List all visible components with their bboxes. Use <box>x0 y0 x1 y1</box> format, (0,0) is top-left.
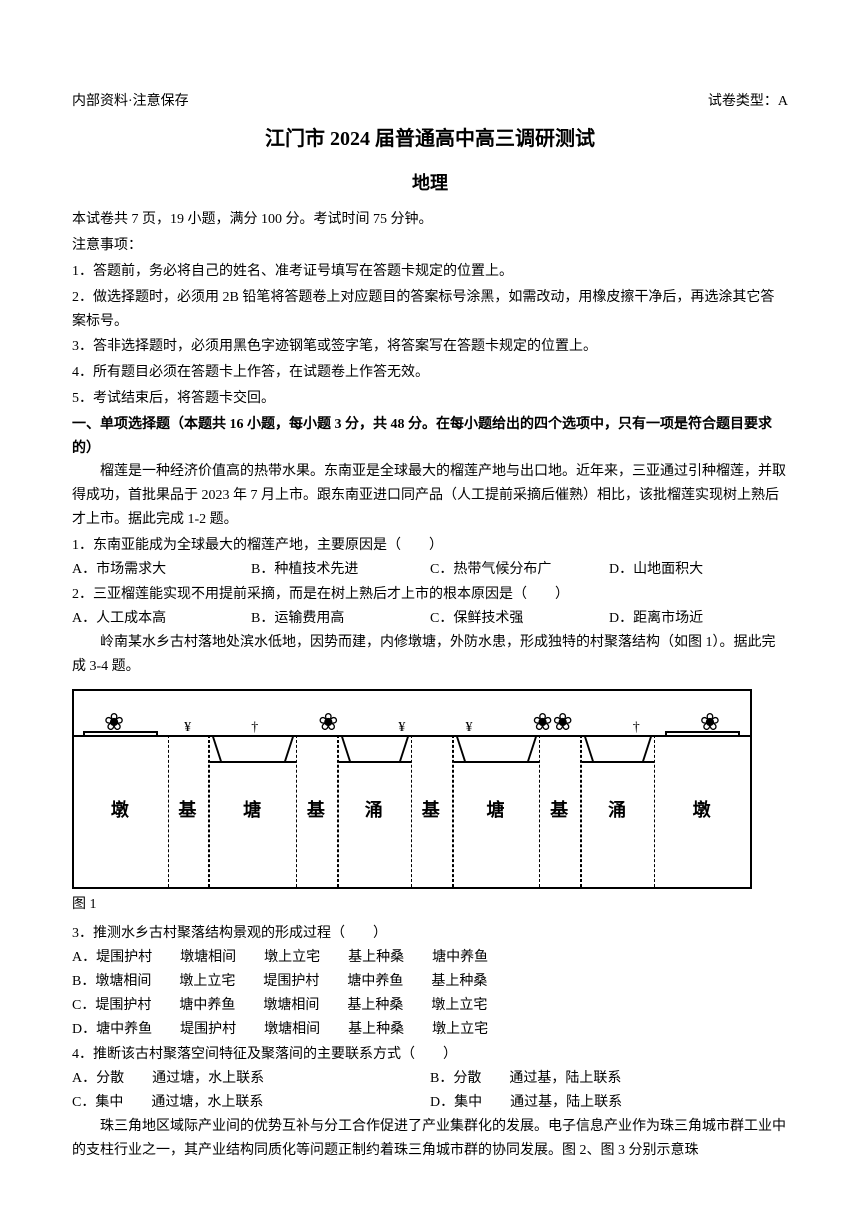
seg-label: 塘 <box>486 795 506 826</box>
seg-label: 涌 <box>608 795 628 826</box>
q1-opt-b: B．种植技术先进 <box>251 558 430 582</box>
q2-opt-a: A．人工成本高 <box>72 607 251 631</box>
tree-icon: ❀ <box>318 711 338 735</box>
q3-opt-d: D．塘中养鱼 堤围护村 墩塘相间 基上种桑 墩上立宅 <box>72 1018 788 1042</box>
q4-stem: 4．推断该古村聚落空间特征及聚落间的主要联系方式（ ） <box>72 1043 788 1067</box>
plant-icon: † <box>251 721 258 735</box>
header-right: 试卷类型：A <box>708 90 788 114</box>
q1-options: A．市场需求大 B．种植技术先进 C．热带气候分布广 D．山地面积大 <box>72 558 788 582</box>
q2-opt-d: D．距离市场近 <box>609 607 788 631</box>
passage-2: 岭南某水乡古村落地处滨水低地，因势而建，内修墩塘，外防水患，形成独特的村聚落结构… <box>72 631 788 679</box>
passage-1: 榴莲是一种经济价值高的热带水果。东南亚是全球最大的榴莲产地与出口地。近年来，三亚… <box>72 460 788 531</box>
tree-row: ❀ ¥ † ❀ ¥ ¥ ❀❀ † ❀ <box>74 691 750 735</box>
seg-label: 基 <box>307 795 327 826</box>
notice-label: 注意事项： <box>72 234 788 258</box>
q1-opt-a: A．市场需求大 <box>72 558 251 582</box>
notice-2: 2．做选择题时，必须用 2B 铅笔将答题卷上对应题目的答案标号涂黑，如需改动，用… <box>72 286 788 334</box>
q1-opt-c: C．热带气候分布广 <box>430 558 609 582</box>
plant-icon: ¥ <box>184 721 191 735</box>
q3-stem: 3．推测水乡古村聚落结构景观的形成过程（ ） <box>72 922 788 946</box>
plant-icon: ¥ <box>465 721 472 735</box>
plant-icon: ¥ <box>398 721 405 735</box>
q1-stem: 1．东南亚能成为全球最大的榴莲产地，主要原因是（ ） <box>72 534 788 558</box>
q4-opt-a: A．分散 通过塘，水上联系 <box>72 1067 430 1091</box>
figure-1: ❀ ¥ † ❀ ¥ ¥ ❀❀ † ❀ 墩 基 塘 基 涌 基 塘 基 涌 墩 图… <box>72 689 752 917</box>
passage-3: 珠三角地区域际产业间的优势互补与分工合作促进了产业集群化的发展。电子信息产业作为… <box>72 1115 788 1163</box>
q4-options: A．分散 通过塘，水上联系 B．分散 通过基，陆上联系 C．集中 通过塘，水上联… <box>72 1067 788 1115</box>
notice-5: 5．考试结束后，将答题卡交回。 <box>72 387 788 411</box>
tree-icon: ❀❀ <box>533 711 573 735</box>
seg-label: 塘 <box>243 795 263 826</box>
segments: 墩 基 塘 基 涌 基 塘 基 涌 墩 <box>74 735 750 887</box>
notice-3: 3．答非选择题时，必须用黑色字迹钢笔或签字笔，将答案写在答题卡规定的位置上。 <box>72 335 788 359</box>
q4-opt-c: C．集中 通过塘，水上联系 <box>72 1091 430 1115</box>
notice-1: 1．答题前，务必将自己的姓名、准考证号填写在答题卡规定的位置上。 <box>72 260 788 284</box>
title-main: 江门市 2024 届普通高中高三调研测试 <box>72 122 788 156</box>
seg-label: 基 <box>178 795 198 826</box>
seg-label: 墩 <box>111 795 131 826</box>
q3-options: A．堤围护村 墩塘相间 墩上立宅 基上种桑 塘中养鱼 B．墩塘相间 墩上立宅 堤… <box>72 946 788 1041</box>
title-sub: 地理 <box>72 168 788 199</box>
notice-4: 4．所有题目必须在答题卡上作答，在试题卷上作答无效。 <box>72 361 788 385</box>
q1-opt-d: D．山地面积大 <box>609 558 788 582</box>
q2-opt-b: B．运输费用高 <box>251 607 430 631</box>
q3-opt-a: A．堤围护村 墩塘相间 墩上立宅 基上种桑 塘中养鱼 <box>72 946 788 970</box>
seg-label: 墩 <box>693 795 713 826</box>
exam-info: 本试卷共 7 页，19 小题，满分 100 分。考试时间 75 分钟。 <box>72 208 788 232</box>
figure-1-diagram: ❀ ¥ † ❀ ¥ ¥ ❀❀ † ❀ 墩 基 塘 基 涌 基 塘 基 涌 墩 <box>72 689 752 889</box>
q3-opt-c: C．堤围护村 塘中养鱼 墩塘相间 基上种桑 墩上立宅 <box>72 994 788 1018</box>
figure-1-label: 图 1 <box>72 893 752 917</box>
q2-opt-c: C．保鲜技术强 <box>430 607 609 631</box>
plant-icon: † <box>633 721 640 735</box>
q3-opt-b: B．墩塘相间 墩上立宅 堤围护村 塘中养鱼 基上种桑 <box>72 970 788 994</box>
q4-opt-d: D．集中 通过基，陆上联系 <box>430 1091 788 1115</box>
seg-label: 涌 <box>365 795 385 826</box>
q4-opt-b: B．分散 通过基，陆上联系 <box>430 1067 788 1091</box>
seg-label: 基 <box>550 795 570 826</box>
q2-stem: 2．三亚榴莲能实现不用提前采摘，而是在树上熟后才上市的根本原因是（ ） <box>72 583 788 607</box>
seg-label: 基 <box>422 795 442 826</box>
section-1-title: 一、单项选择题（本题共 16 小题，每小题 3 分，共 48 分。在每小题给出的… <box>72 413 788 461</box>
q2-options: A．人工成本高 B．运输费用高 C．保鲜技术强 D．距离市场近 <box>72 607 788 631</box>
header-row: 内部资料·注意保存 试卷类型：A <box>72 90 788 114</box>
header-left: 内部资料·注意保存 <box>72 90 189 114</box>
